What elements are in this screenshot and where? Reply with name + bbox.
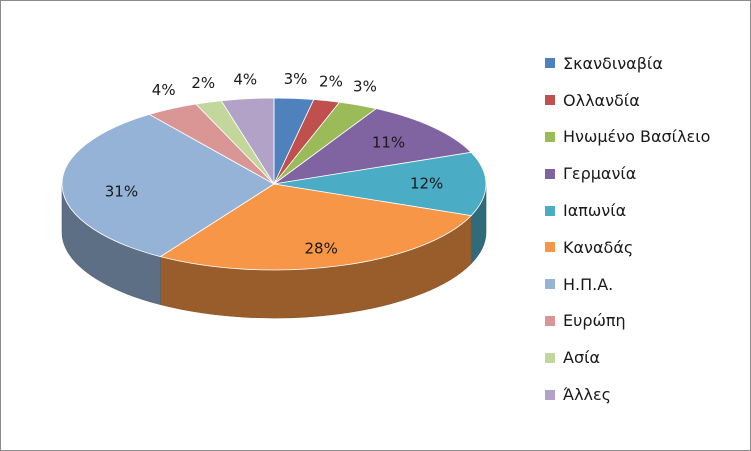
data-label-σκανδιναβία: 3% bbox=[284, 70, 308, 88]
data-label-ολλανδία: 2% bbox=[319, 73, 343, 91]
legend-item: Ιαπωνία bbox=[545, 192, 710, 229]
legend-item: Σκανδιναβία bbox=[545, 45, 710, 82]
pie-top-group bbox=[61, 97, 487, 271]
legend-item: Άλλες bbox=[545, 376, 710, 413]
data-label-άλλες: 4% bbox=[233, 70, 257, 88]
pie-slice-η.π.α. bbox=[61, 113, 275, 258]
legend-label: Ιαπωνία bbox=[563, 201, 627, 221]
legend-swatch bbox=[545, 168, 555, 179]
pie-slice-γερμανία bbox=[273, 108, 472, 185]
legend-label: Η.Π.Α. bbox=[563, 274, 614, 294]
legend-swatch bbox=[545, 352, 555, 363]
pie-side-group bbox=[61, 183, 487, 319]
legend-swatch bbox=[545, 95, 555, 106]
legend-swatch bbox=[545, 205, 555, 216]
pie-slice-άλλες bbox=[220, 97, 275, 186]
legend-swatch bbox=[545, 389, 555, 400]
legend-swatch bbox=[545, 58, 555, 69]
legend-swatch bbox=[545, 131, 555, 142]
legend-label: Ηνωμένο Βασίλειο bbox=[563, 127, 711, 147]
data-label-ιαπωνία: 12% bbox=[410, 175, 443, 193]
legend-item: Ασία bbox=[545, 339, 710, 376]
legend-item: Γερμανία bbox=[545, 155, 710, 192]
legend-label: Ασία bbox=[563, 348, 601, 368]
data-label-ηνωμένο-βασίλειο: 3% bbox=[353, 77, 377, 95]
legend-label: Ευρώπη bbox=[563, 311, 626, 331]
legend-item: Ηνωμένο Βασίλειο bbox=[545, 119, 710, 156]
pie-labels-group: 3% 2% 3% 11% 12% 28% 31% 4% 2% 4% bbox=[105, 70, 444, 257]
legend-label: Ολλανδία bbox=[563, 90, 640, 110]
data-label-η.π.α.: 31% bbox=[105, 182, 138, 200]
legend-swatch bbox=[545, 315, 555, 326]
legend-item: Καναδάς bbox=[545, 229, 710, 266]
legend-label: Καναδάς bbox=[563, 237, 634, 257]
data-label-ευρώπη: 4% bbox=[152, 81, 176, 99]
legend-label: Σκανδιναβία bbox=[563, 53, 663, 73]
legend-label: Άλλες bbox=[563, 385, 612, 405]
legend: Σκανδιναβία Ολλανδία Ηνωμένο Βασίλειο Γερμα… bbox=[545, 45, 710, 413]
legend-label: Γερμανία bbox=[563, 164, 637, 184]
data-label-καναδάς: 28% bbox=[304, 239, 337, 257]
data-label-γερμανία: 11% bbox=[372, 134, 405, 152]
legend-item: Ευρώπη bbox=[545, 303, 710, 340]
legend-swatch bbox=[545, 242, 555, 253]
legend-swatch bbox=[545, 279, 555, 290]
pie-slice-ιαπωνία bbox=[273, 151, 487, 217]
pie-slice-καναδάς bbox=[159, 183, 472, 271]
legend-item: Ολλανδία bbox=[545, 82, 710, 119]
data-label-ασία: 2% bbox=[191, 74, 215, 92]
legend-item: Η.Π.Α. bbox=[545, 266, 710, 303]
